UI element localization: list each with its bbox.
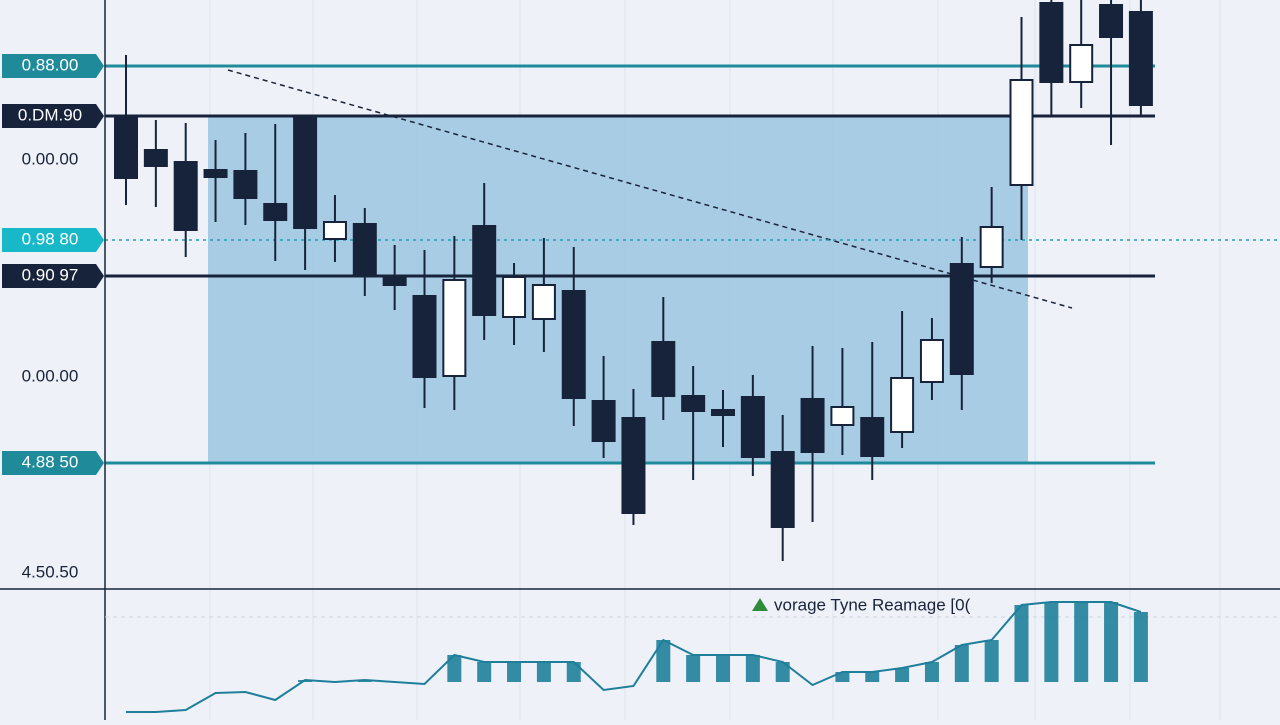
price-tag <box>2 264 104 288</box>
indicator-bar <box>984 640 999 682</box>
candle-body <box>442 279 467 377</box>
y-tick-label: 4.88 50 <box>22 452 79 471</box>
candle-body <box>800 398 825 453</box>
candle-body <box>322 221 347 240</box>
price-tag <box>2 54 104 78</box>
indicator-bar <box>716 655 730 682</box>
candle-body <box>233 170 258 199</box>
candle-body <box>293 116 318 229</box>
indicator-bar <box>1104 602 1119 682</box>
indicator-line <box>126 601 1142 713</box>
candle-body <box>561 290 586 399</box>
trend-line <box>227 69 1073 309</box>
candle-body <box>1039 2 1064 83</box>
candle-body <box>681 395 706 412</box>
indicator-bar <box>536 662 551 682</box>
candle-body <box>472 225 497 316</box>
indicator-bar <box>686 655 701 682</box>
indicator-bar <box>507 662 522 682</box>
y-tick-label: 0.00.00 <box>22 366 79 385</box>
candle-body <box>949 263 974 375</box>
candle-body <box>830 406 855 426</box>
indicator-bar <box>566 662 581 682</box>
indicator-bar <box>1014 605 1029 682</box>
y-tick-label: 0.00.00 <box>22 149 79 168</box>
indicator-bar <box>656 640 671 682</box>
candle-body <box>979 226 1004 268</box>
candle-body <box>502 276 527 318</box>
indicator-bar <box>745 655 760 682</box>
indicator-bar <box>924 662 939 682</box>
candle-body <box>740 396 765 458</box>
indicator-bar <box>954 645 969 682</box>
candle-body <box>1099 4 1124 38</box>
candle-body <box>382 275 407 286</box>
candle-body <box>114 116 138 179</box>
candle-body <box>1009 79 1034 186</box>
indicator-bar <box>835 672 850 682</box>
candle-body <box>203 169 228 178</box>
indicator-bar <box>775 662 790 682</box>
indicator-bar <box>477 662 492 682</box>
indicator-bar <box>865 672 880 682</box>
candle-body <box>173 161 198 231</box>
indicator-bar <box>1133 612 1148 682</box>
candle-body <box>531 284 556 320</box>
candle-body <box>621 417 646 514</box>
price-tag <box>2 228 104 252</box>
candle-body <box>890 377 915 433</box>
y-tick-label: 4.50.50 <box>22 562 79 581</box>
candle-body <box>860 417 885 457</box>
candle-body <box>711 409 735 416</box>
y-tick-label: 0.88.00 <box>22 55 79 74</box>
indicator-title: vorage Tyne Reamage [0( <box>774 595 971 614</box>
candle-body <box>651 341 676 397</box>
candle-body <box>412 295 437 378</box>
indicator-bar <box>895 668 910 682</box>
y-tick-label: 0.98 80 <box>22 229 79 248</box>
indicator-bar <box>1074 602 1089 682</box>
price-tag <box>2 104 104 128</box>
candle-body <box>591 400 616 442</box>
candle-body <box>143 149 168 167</box>
candle-body <box>263 203 288 221</box>
indicator-bar <box>1044 602 1059 682</box>
indicator-bar <box>447 655 462 682</box>
candle-body <box>770 451 795 528</box>
y-tick-label: 0.90 97 <box>22 265 79 284</box>
indicator-icon <box>752 598 768 611</box>
y-tick-label: 0.DM.90 <box>18 105 82 124</box>
candle-body <box>1069 44 1094 83</box>
price-tag <box>2 451 104 475</box>
candle-body <box>919 339 944 383</box>
candle-body <box>352 223 377 277</box>
candle-body <box>1128 11 1153 106</box>
